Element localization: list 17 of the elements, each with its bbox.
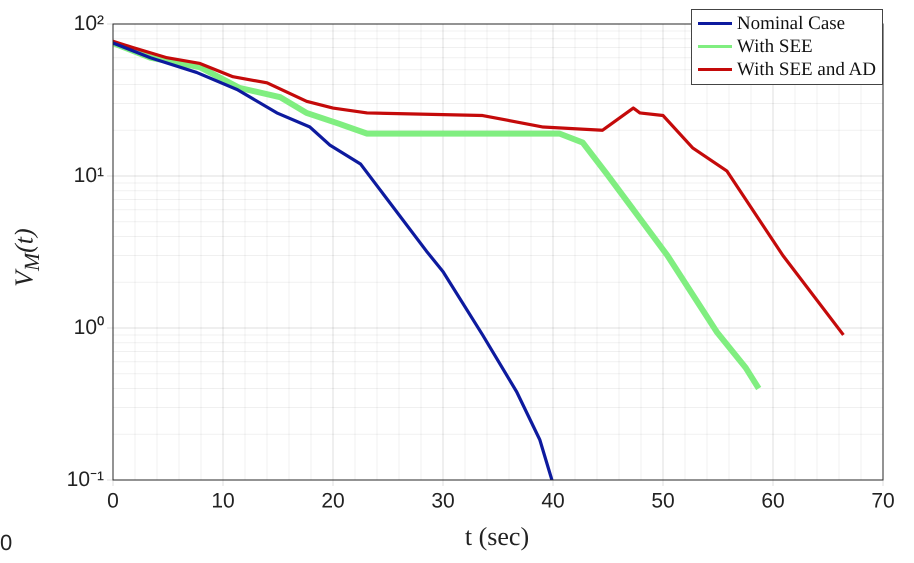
x-tick-label: 40: [541, 489, 565, 512]
legend-label: Nominal Case: [736, 12, 846, 35]
x-tick-label: 10: [211, 489, 235, 512]
y-tick-label: 10¹: [74, 164, 104, 187]
text: 0: [0, 530, 12, 556]
legend-label: With SEE and AD: [736, 58, 876, 81]
legend-label: With SEE: [736, 35, 813, 58]
y-tick-label: 10⁰: [74, 316, 104, 339]
x-tick-label: 30: [431, 489, 455, 512]
x-tick-label: 70: [871, 489, 895, 512]
x-tick-label: 0: [107, 489, 119, 512]
x-tick-label: 20: [321, 489, 345, 512]
x-tick-label: 50: [651, 489, 675, 512]
y-tick-label: 10²: [74, 12, 104, 35]
x-tick-label: 60: [761, 489, 785, 512]
x-axis-title: t (sec): [464, 522, 530, 551]
y-tick-label: 10⁻¹: [66, 468, 104, 491]
